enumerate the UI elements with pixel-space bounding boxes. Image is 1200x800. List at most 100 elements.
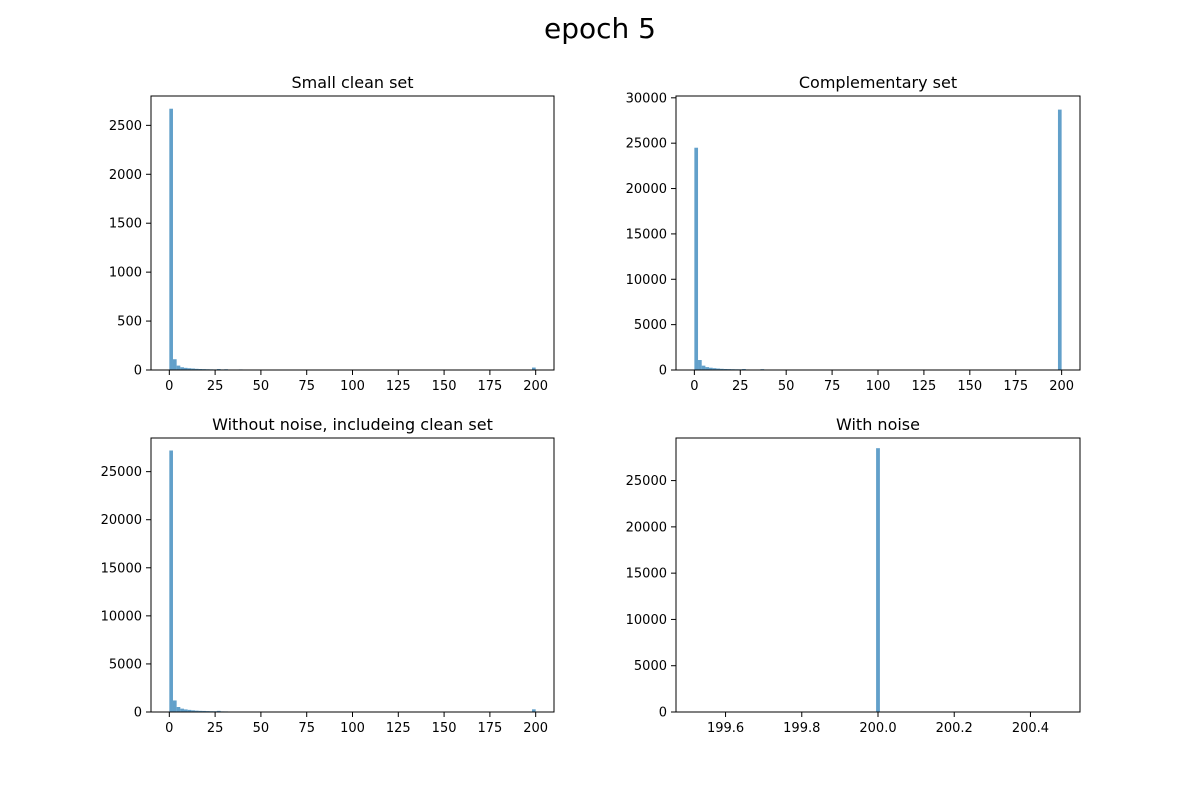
subplot-bottom-left: Without noise, includeing clean set 0 25 50… [101, 415, 555, 736]
axes-frame [150, 95, 555, 371]
y-axis-ticks: 0 5000 10000 15000 20000 25000 [626, 474, 676, 721]
axes-frame [675, 95, 1081, 371]
histogram-bar [709, 367, 713, 370]
histogram-bar [176, 365, 181, 370]
y-tick-label: 25000 [626, 474, 667, 489]
histogram-bar [191, 710, 195, 712]
histogram-bar [180, 708, 184, 712]
y-tick-label: 0 [659, 364, 667, 379]
x-tick-label: 0 [165, 379, 173, 394]
x-tick-label: 200.0 [859, 721, 896, 736]
x-tick-label: 200 [523, 721, 548, 736]
histogram-bar [169, 108, 173, 370]
y-tick-label: 5000 [634, 318, 667, 333]
histogram-bar [172, 700, 177, 712]
histogram-bar [1057, 109, 1062, 371]
histogram-bar [194, 368, 199, 370]
histogram-bar [191, 368, 195, 370]
x-tick-label: 125 [386, 379, 411, 394]
histogram-bar [169, 450, 173, 712]
y-tick-label: 15000 [626, 227, 667, 242]
histogram-bar [194, 710, 199, 712]
x-tick-label: 199.8 [783, 721, 820, 736]
x-tick-label: 200 [1049, 379, 1074, 394]
y-tick-label: 0 [134, 364, 142, 379]
axes-frame [675, 437, 1081, 713]
x-tick-label: 100 [340, 379, 365, 394]
y-tick-label: 20000 [626, 520, 667, 535]
y-tick-label: 30000 [626, 91, 667, 106]
x-tick-label: 199.6 [707, 721, 744, 736]
histogram-bar [705, 367, 710, 370]
histogram-bar [694, 147, 699, 370]
histogram-bar [532, 709, 536, 712]
histogram-bars [876, 448, 880, 712]
y-tick-label: 2000 [109, 168, 142, 183]
y-tick-label: 500 [117, 315, 142, 330]
axes-frame [150, 437, 555, 713]
y-tick-label: 5000 [634, 659, 667, 674]
x-tick-label: 100 [866, 379, 891, 394]
histogram-bar [720, 368, 724, 370]
x-tick-label: 75 [298, 379, 315, 394]
y-tick-label: 20000 [626, 182, 667, 197]
y-tick-label: 10000 [626, 273, 667, 288]
x-axis-ticks: 0 25 50 75 100 125 150 175 200 [165, 712, 548, 736]
x-tick-label: 25 [207, 379, 224, 394]
histogram-bar [216, 710, 221, 712]
y-tick-label: 10000 [626, 613, 667, 628]
y-axis-ticks: 0 5000 10000 15000 20000 25000 30000 [626, 91, 676, 379]
histogram-bar [187, 709, 192, 712]
x-tick-label: 25 [732, 379, 749, 394]
y-tick-label: 25000 [101, 465, 142, 480]
x-tick-label: 150 [432, 721, 457, 736]
x-tick-label: 175 [1003, 379, 1028, 394]
histogram-bar [202, 710, 206, 712]
x-tick-label: 200.2 [936, 721, 973, 736]
x-tick-label: 100 [340, 721, 365, 736]
x-tick-label: 150 [432, 379, 457, 394]
subplot-title: Small clean set [291, 73, 413, 92]
figure-suptitle: epoch 5 [544, 12, 656, 45]
x-axis-ticks: 199.6 199.8 200.0 200.2 200.4 [707, 712, 1049, 736]
histogram-bar [176, 707, 181, 712]
subplot-title: Complementary set [799, 73, 957, 92]
y-tick-label: 5000 [109, 657, 142, 672]
x-tick-label: 125 [911, 379, 936, 394]
y-tick-label: 25000 [626, 137, 667, 152]
histogram-bar [532, 367, 536, 370]
histogram-bar [183, 367, 188, 370]
y-tick-label: 0 [659, 706, 667, 721]
x-tick-label: 25 [207, 721, 224, 736]
x-tick-label: 0 [690, 379, 698, 394]
y-tick-label: 1500 [109, 217, 142, 232]
x-tick-label: 125 [386, 721, 411, 736]
x-tick-label: 75 [298, 721, 315, 736]
x-tick-label: 175 [477, 721, 502, 736]
histogram-bar [187, 368, 192, 370]
x-axis-ticks: 0 25 50 75 100 125 150 175 200 [165, 370, 548, 394]
histogram-bar [876, 448, 880, 712]
subplot-title: Without noise, includeing clean set [212, 415, 493, 434]
y-axis-ticks: 0 500 1000 1500 2000 2500 [109, 119, 151, 379]
y-tick-label: 15000 [626, 567, 667, 582]
x-tick-label: 75 [824, 379, 841, 394]
x-tick-label: 50 [253, 379, 270, 394]
x-tick-label: 200.4 [1012, 721, 1049, 736]
histogram-bar [716, 368, 721, 370]
subplot-title: With noise [836, 415, 920, 434]
histogram-bar [172, 359, 177, 370]
y-tick-label: 0 [134, 706, 142, 721]
histogram-bar [180, 367, 184, 370]
subplot-bottom-right: With noise 199.6 199.8 200.0 200.2 200.4 0 5000… [626, 415, 1081, 736]
x-tick-label: 0 [165, 721, 173, 736]
histogram-bar [198, 710, 203, 712]
y-axis-ticks: 0 5000 10000 15000 20000 25000 [101, 465, 151, 721]
x-tick-label: 200 [523, 379, 548, 394]
histogram-bar [183, 709, 188, 712]
histogram-bar [701, 365, 706, 370]
